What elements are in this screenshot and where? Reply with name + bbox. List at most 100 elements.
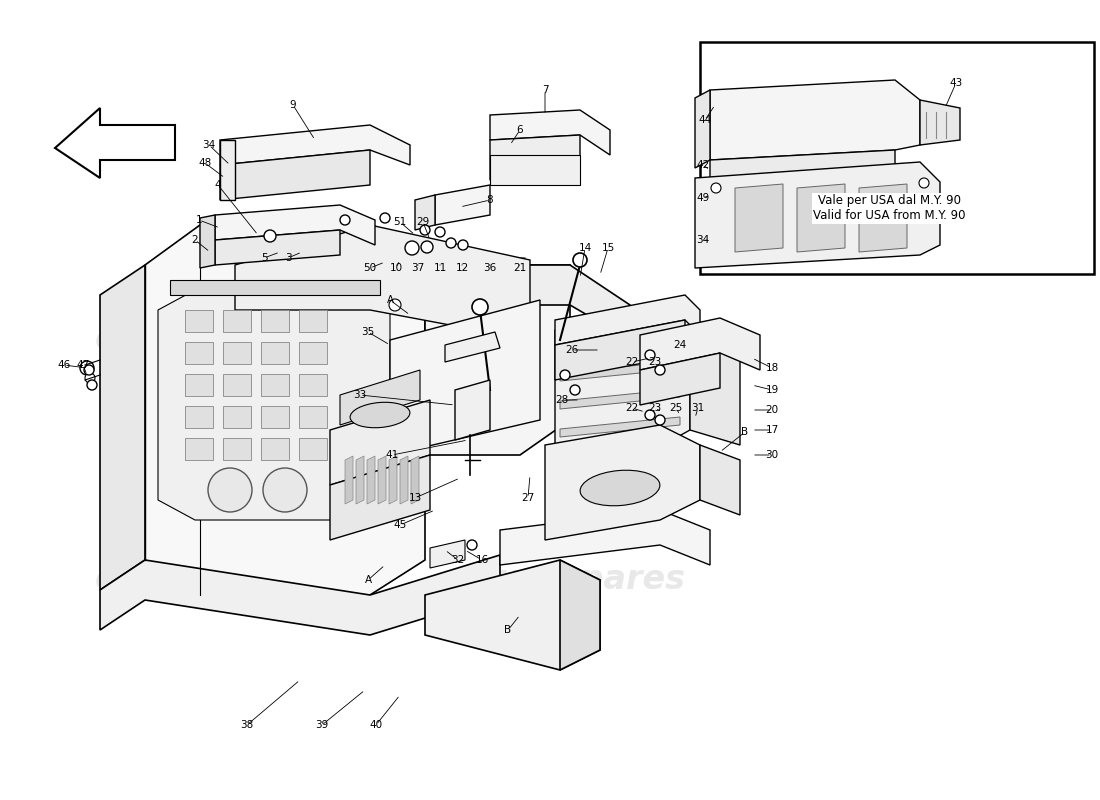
Text: 24: 24 [673,340,686,350]
Text: 19: 19 [766,385,779,395]
Polygon shape [390,300,540,455]
Polygon shape [411,456,419,504]
Text: 49: 49 [696,193,710,203]
Circle shape [85,373,95,383]
Circle shape [573,253,587,267]
Text: 10: 10 [389,263,403,273]
Text: 15: 15 [602,243,615,253]
Polygon shape [560,417,680,437]
Text: 21: 21 [514,263,527,273]
Text: 36: 36 [483,263,496,273]
Text: 18: 18 [766,363,779,373]
Polygon shape [356,456,364,504]
Polygon shape [345,456,353,504]
Polygon shape [556,310,690,475]
Text: 3: 3 [285,253,292,263]
Ellipse shape [350,402,410,428]
Text: 47: 47 [76,360,89,370]
Text: A: A [364,575,372,585]
Circle shape [208,468,252,512]
Polygon shape [55,108,175,178]
Polygon shape [261,406,289,428]
Polygon shape [330,455,430,540]
Circle shape [654,415,666,425]
Text: 2: 2 [191,235,198,245]
Circle shape [468,540,477,550]
FancyBboxPatch shape [700,42,1094,274]
Polygon shape [446,332,501,362]
Text: eurospares: eurospares [474,323,685,357]
Polygon shape [690,335,740,445]
Text: 38: 38 [241,720,254,730]
Polygon shape [299,310,327,332]
Polygon shape [330,400,430,485]
Polygon shape [185,310,213,332]
Text: 11: 11 [433,263,447,273]
Polygon shape [700,445,740,515]
Text: 16: 16 [475,555,488,565]
Polygon shape [859,184,908,252]
Text: 48: 48 [198,158,211,168]
Text: 30: 30 [766,450,779,460]
Polygon shape [434,185,490,225]
Polygon shape [490,135,580,180]
Text: 1: 1 [196,215,202,225]
Circle shape [389,299,402,311]
Polygon shape [490,155,580,185]
Polygon shape [560,560,600,670]
Circle shape [340,215,350,225]
Text: 33: 33 [353,390,366,400]
Text: 46: 46 [57,360,70,370]
Circle shape [918,178,930,188]
Polygon shape [223,438,251,460]
Circle shape [446,238,456,248]
Polygon shape [490,110,610,155]
Circle shape [420,225,430,235]
Polygon shape [170,280,380,295]
Text: 34: 34 [202,140,216,150]
Polygon shape [340,370,420,425]
Circle shape [87,380,97,390]
Polygon shape [200,215,214,268]
Text: B: B [505,625,512,635]
Polygon shape [299,438,327,460]
Text: 45: 45 [394,520,407,530]
Text: 9: 9 [289,100,296,110]
Polygon shape [370,225,570,455]
Polygon shape [640,318,760,370]
Polygon shape [220,125,410,165]
Polygon shape [214,205,375,245]
Polygon shape [798,184,845,252]
Text: 39: 39 [316,720,329,730]
Text: 28: 28 [556,395,569,405]
Circle shape [458,240,468,250]
Text: 51: 51 [394,217,407,227]
Polygon shape [158,290,390,520]
Polygon shape [378,456,386,504]
Circle shape [711,183,720,193]
Polygon shape [261,342,289,364]
Text: 32: 32 [451,555,464,565]
Text: 7: 7 [541,85,548,95]
Text: 17: 17 [766,425,779,435]
Polygon shape [299,342,327,364]
Text: 40: 40 [370,720,383,730]
Text: B: B [741,427,749,437]
Text: 43: 43 [949,78,962,88]
Polygon shape [415,195,434,230]
Polygon shape [299,374,327,396]
Polygon shape [185,374,213,396]
Polygon shape [185,406,213,428]
Text: 22: 22 [626,357,639,367]
Circle shape [434,227,446,237]
Text: 41: 41 [385,450,398,460]
Circle shape [570,385,580,395]
Polygon shape [261,438,289,460]
Text: 25: 25 [670,403,683,413]
Text: 23: 23 [648,357,661,367]
Circle shape [80,361,94,375]
Polygon shape [920,100,960,145]
Text: 44: 44 [698,115,712,125]
Polygon shape [425,560,600,670]
Polygon shape [455,380,490,440]
